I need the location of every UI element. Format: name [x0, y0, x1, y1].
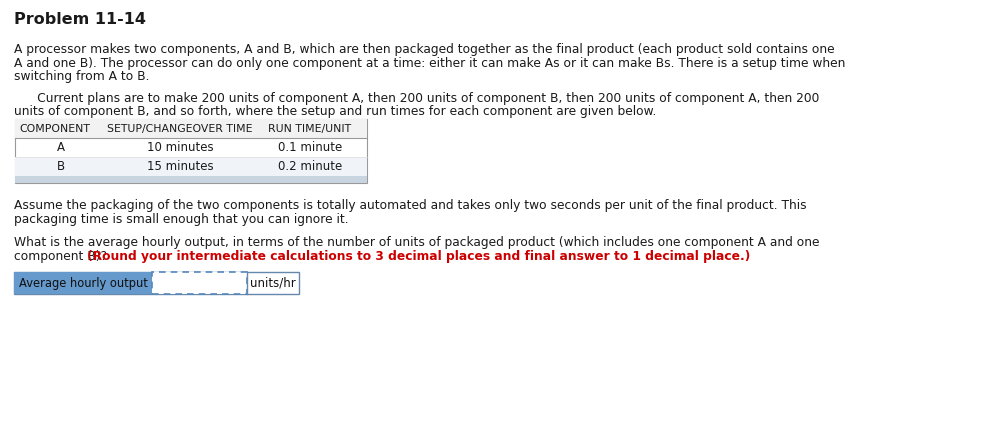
Text: COMPONENT: COMPONENT: [19, 124, 90, 133]
Bar: [15, 157, 367, 176]
Text: 0.2 minute: 0.2 minute: [278, 160, 342, 173]
Text: Average hourly output: Average hourly output: [19, 276, 147, 290]
Text: What is the average hourly output, in terms of the number of units of packaged p: What is the average hourly output, in te…: [14, 236, 819, 249]
Bar: [15, 119, 367, 183]
Text: switching from A to B.: switching from A to B.: [14, 70, 149, 83]
Text: (Round your intermediate calculations to 3 decimal places and final answer to 1 : (Round your intermediate calculations to…: [83, 249, 750, 263]
Text: units of component B, and so forth, where the setup and run times for each compo: units of component B, and so forth, wher…: [14, 105, 656, 118]
Text: B: B: [57, 160, 65, 173]
Bar: [14, 272, 152, 294]
Text: 10 minutes: 10 minutes: [146, 141, 213, 154]
Text: component B)?: component B)?: [14, 249, 107, 263]
Text: SETUP/CHANGEOVER TIME: SETUP/CHANGEOVER TIME: [108, 124, 253, 133]
Bar: [14, 272, 299, 294]
Text: RUN TIME/UNIT: RUN TIME/UNIT: [269, 124, 352, 133]
Text: A: A: [57, 141, 65, 154]
Text: units/hr: units/hr: [250, 276, 295, 290]
Text: Problem 11-14: Problem 11-14: [14, 12, 146, 27]
Text: A processor makes two components, A and B, which are then packaged together as t: A processor makes two components, A and …: [14, 43, 835, 56]
Text: 15 minutes: 15 minutes: [146, 160, 213, 173]
Text: Assume the packaging of the two components is totally automated and takes only t: Assume the packaging of the two componen…: [14, 199, 806, 212]
Text: A and one B). The processor can do only one component at a time: either it can m: A and one B). The processor can do only …: [14, 56, 846, 70]
Text: 0.1 minute: 0.1 minute: [278, 141, 342, 154]
Bar: [152, 272, 247, 294]
Text: Current plans are to make 200 units of component A, then 200 units of component : Current plans are to make 200 units of c…: [14, 92, 819, 105]
Bar: [15, 176, 367, 183]
Text: packaging time is small enough that you can ignore it.: packaging time is small enough that you …: [14, 213, 349, 225]
Bar: [15, 119, 367, 138]
